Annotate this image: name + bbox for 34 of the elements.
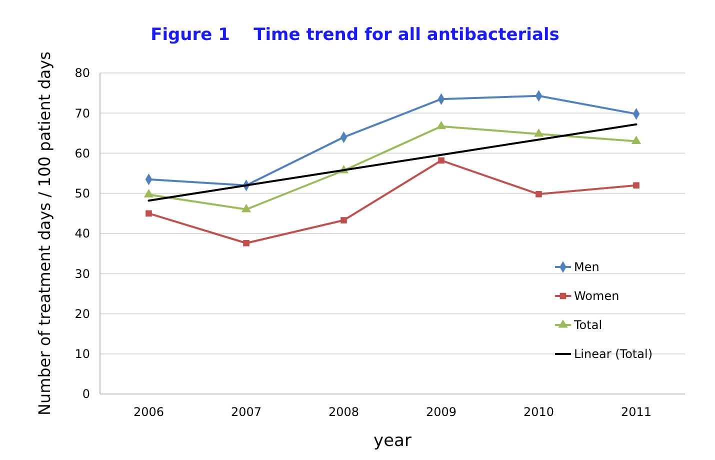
- point: [436, 120, 446, 130]
- point: [631, 136, 642, 144]
- x-tick-label: 2010: [523, 405, 554, 419]
- legend-label: Linear (Total): [574, 347, 652, 362]
- chart-title: Figure 1 Time trend for all antibacterials: [150, 25, 560, 45]
- y-tick-label: 20: [74, 306, 90, 321]
- y-tick-label: 40: [74, 226, 90, 241]
- x-tick-label: 2008: [328, 405, 360, 419]
- point: [241, 204, 252, 212]
- y-tick-label: 70: [74, 106, 90, 120]
- y-tick-label: 50: [74, 186, 90, 201]
- x-tick-label: 2009: [426, 405, 457, 419]
- y-tick-label: 80: [74, 66, 90, 80]
- legend-label: Total: [573, 318, 602, 332]
- y-axis-title: Number of treatment days / 100 patient days: [35, 52, 54, 416]
- y-tick-label: 30: [74, 266, 90, 281]
- legend-label: Men: [574, 260, 600, 274]
- y-tick-label: 0: [82, 387, 90, 402]
- point: [534, 128, 544, 137]
- x-tick-label: 2007: [230, 405, 262, 419]
- x-axis-title: year: [374, 431, 412, 451]
- point: [633, 182, 640, 189]
- legend-label: Women: [574, 289, 620, 304]
- point: [536, 191, 542, 198]
- line-series: [148, 123, 638, 202]
- point: [144, 189, 154, 198]
- x-tick-label: 2011: [620, 405, 652, 419]
- y-tick-label: 60: [74, 146, 90, 160]
- point: [340, 217, 347, 224]
- point: [146, 210, 152, 217]
- point: [243, 240, 250, 246]
- point: [438, 157, 444, 164]
- x-tick-label: 2006: [133, 405, 164, 419]
- y-tick-label: 10: [74, 347, 90, 362]
